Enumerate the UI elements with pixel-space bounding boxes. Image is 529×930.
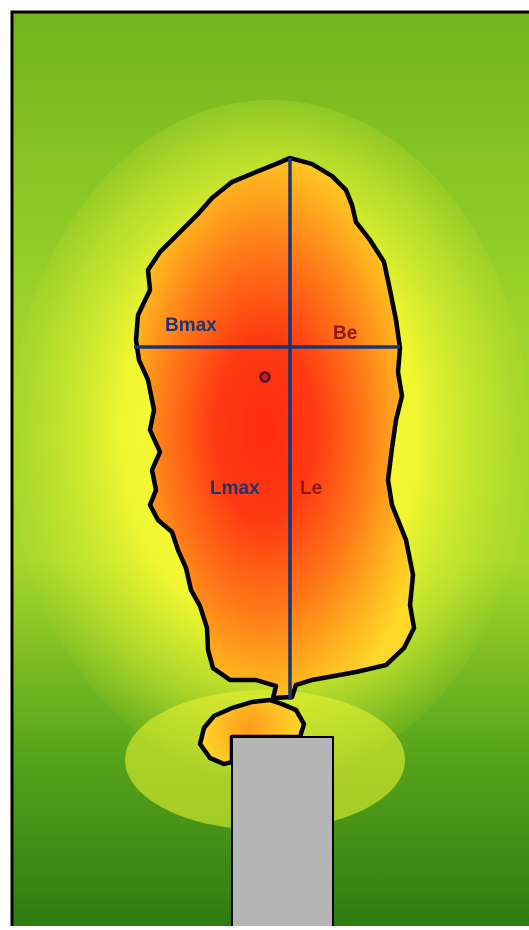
- be-label: Be: [333, 323, 357, 344]
- nozzle: [231, 736, 334, 930]
- le-label: Le: [300, 478, 322, 499]
- bottom-margin-strip: [0, 926, 529, 930]
- centroid-marker: [259, 371, 271, 383]
- image-frame: [10, 10, 529, 930]
- flame-blob: [197, 697, 307, 767]
- bmax-label: Bmax: [165, 315, 217, 336]
- lmax-label: Lmax: [210, 478, 260, 499]
